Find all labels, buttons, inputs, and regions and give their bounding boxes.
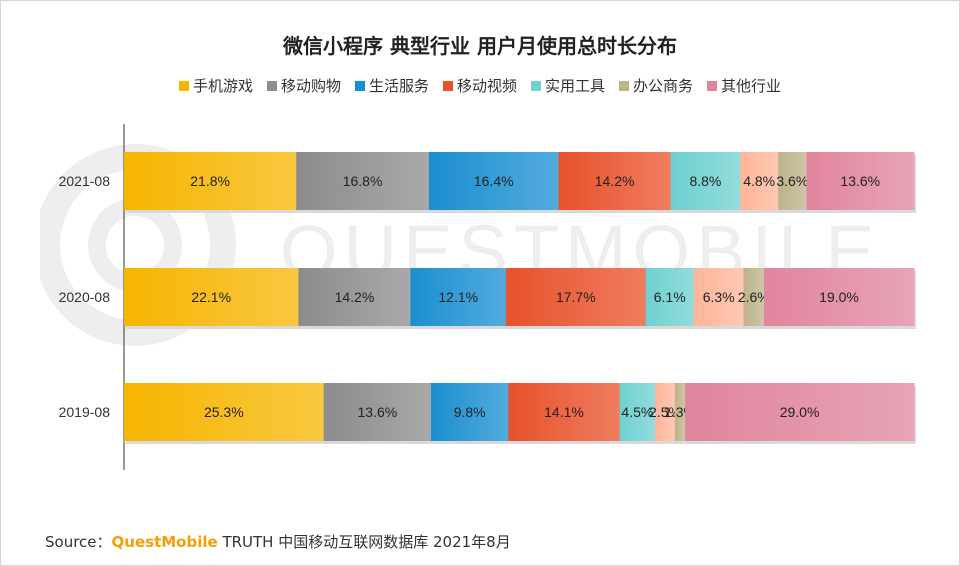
legend-label: 办公商务 [633, 77, 694, 95]
chart-legend: 手机游戏 移动购物 生活服务 移动视频 实用工具 办公商务 其他行业 [0, 75, 960, 96]
bar-segment [323, 383, 432, 441]
bar-segment [410, 268, 507, 326]
category-label: 2019-08 [59, 404, 111, 420]
bar-segment [619, 383, 656, 441]
data-label: 13.6% [840, 173, 880, 189]
bar-segment [124, 152, 297, 210]
data-label: 14.2% [595, 173, 635, 189]
bar-segment [645, 268, 695, 326]
bar-segment [806, 152, 915, 210]
legend-item: 实用工具 [531, 75, 605, 96]
bar-segment [670, 152, 741, 210]
legend-item: 办公商务 [619, 75, 693, 96]
bar-segment [431, 383, 509, 441]
bar-segment [693, 268, 745, 326]
brand-name: QuestMobile [111, 533, 218, 551]
legend-swatch [619, 80, 630, 91]
bar-segment [124, 268, 299, 326]
data-label: 2.6% [738, 289, 770, 305]
category-label: 2020-08 [59, 289, 111, 305]
legend-label: 生活服务 [368, 77, 429, 95]
legend-label: 移动视频 [456, 77, 517, 95]
legend-item: 生活服务 [354, 75, 429, 96]
data-label: 19.0% [819, 289, 859, 305]
data-label: 17.7% [556, 289, 596, 305]
data-label: 13.6% [357, 404, 397, 420]
data-label: 16.4% [474, 173, 514, 189]
bar-segment [655, 383, 676, 441]
data-label: 4.8% [743, 173, 775, 189]
legend-swatch [354, 80, 365, 91]
bar-segment [298, 268, 411, 326]
legend-item: 其他行业 [707, 75, 781, 96]
bar-segment [296, 152, 430, 210]
data-label: 29.0% [780, 404, 820, 420]
bar-segment [764, 268, 915, 326]
legend-swatch [266, 80, 277, 91]
bar-segment [505, 268, 647, 326]
bar-segment [743, 268, 765, 326]
source-text: TRUTH 中国移动互联网数据库 2021年8月 [217, 533, 511, 551]
data-label: 12.1% [438, 289, 478, 305]
data-label: 3.6% [776, 173, 808, 189]
bar-segment [740, 152, 779, 210]
legend-label: 其他行业 [721, 77, 782, 95]
bar-segment [124, 383, 325, 441]
source-footer: Source：QuestMobile TRUTH 中国移动互联网数据库 2021… [45, 531, 511, 552]
legend-item: 移动视频 [442, 75, 517, 96]
legend-label: 手机游戏 [192, 77, 253, 95]
data-label: 2.5% [649, 404, 681, 420]
bar-segment [674, 383, 686, 441]
legend-item: 移动购物 [266, 75, 341, 96]
category-label: 2021-08 [59, 173, 111, 189]
legend-label: 移动购物 [280, 77, 341, 95]
data-label: 9.8% [454, 404, 486, 420]
data-label: 14.2% [335, 289, 375, 305]
bar-segment [428, 152, 559, 210]
data-label: 25.3% [204, 404, 244, 420]
legend-swatch [442, 80, 453, 91]
legend-swatch [178, 80, 189, 91]
bar-segment [778, 152, 808, 210]
data-label: 21.8% [190, 173, 230, 189]
data-label: 22.1% [191, 289, 231, 305]
legend-label: 实用工具 [545, 77, 606, 95]
bar-segment [685, 383, 915, 441]
data-label: 6.1% [654, 289, 686, 305]
data-label: 6.3% [703, 289, 735, 305]
legend-swatch [531, 80, 541, 91]
legend-item: 手机游戏 [178, 75, 253, 96]
data-label: 14.1% [544, 404, 584, 420]
data-label: 8.8% [689, 173, 721, 189]
source-label: Source： [45, 533, 112, 551]
data-label: 16.8% [343, 173, 383, 189]
data-label: 4.5% [621, 404, 653, 420]
legend-swatch [707, 80, 718, 91]
chart-title: 微信小程序 典型行业 用户月使用总时长分布 [283, 34, 677, 58]
bar-segment [508, 383, 621, 441]
bar-segment [558, 152, 672, 210]
